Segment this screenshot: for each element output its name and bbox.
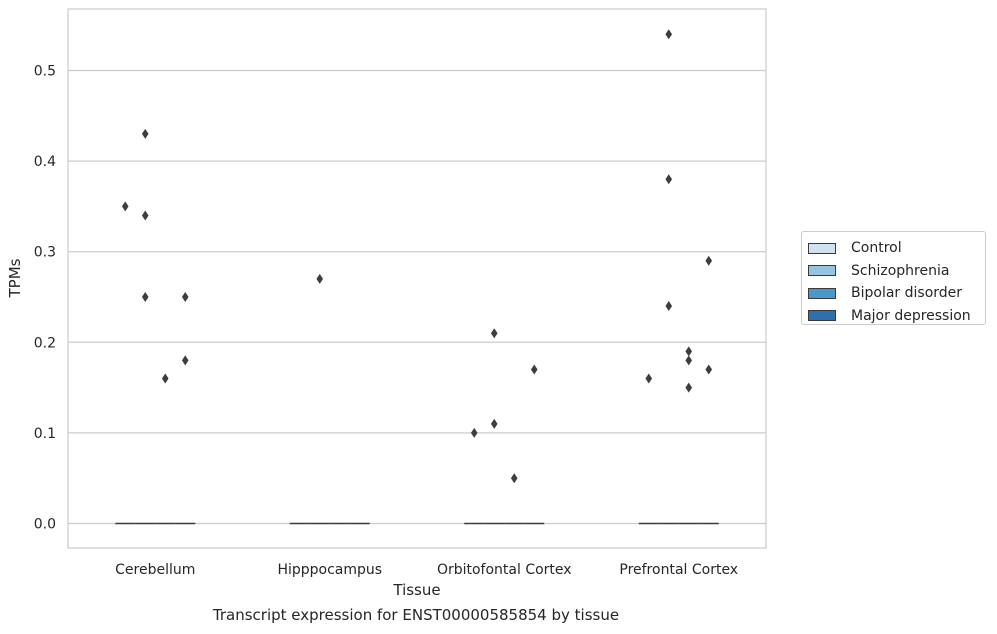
- legend-item-1: Schizophrenia: [808, 260, 985, 283]
- y-tick-label-1: 0.1: [34, 426, 56, 442]
- x-axis-title: Tissue: [392, 581, 440, 599]
- y-axis-title: TPMs: [6, 258, 24, 298]
- legend-item-2: Bipolar disorder: [808, 282, 985, 305]
- outlier-3-0-1: [181, 355, 189, 366]
- y-tick-label-0: 0.0: [34, 517, 56, 533]
- outlier-3-3-0: [705, 255, 713, 266]
- plot-frame: [67, 8, 767, 549]
- outlier-1-2-1: [490, 418, 498, 429]
- y-tick-label-5: 0.5: [34, 64, 56, 80]
- outlier-0-3-0: [645, 373, 653, 384]
- x-tick-label-2: Orbitofontal Cortex: [437, 562, 572, 578]
- x-tick-label-0: Cerebellum: [115, 562, 195, 578]
- y-tick-label-4: 0.4: [34, 154, 56, 170]
- legend-swatch-1: [808, 265, 836, 277]
- chart-caption: Transcript expression for ENST0000058585…: [212, 606, 620, 624]
- outlier-3-2-0: [530, 364, 538, 375]
- outlier-1-0-0: [141, 128, 149, 139]
- legend-item-0: Control: [808, 237, 985, 260]
- y-tick-labels: 0.0 0.1 0.2 0.3 0.4 0.5: [34, 64, 56, 533]
- outlier-2-3-0: [685, 346, 693, 357]
- x-tick-labels: Cerebellum Hipppocampus Orbitofontal Corte…: [115, 562, 738, 578]
- legend: Control Schizophrenia Bipolar disorder Majo…: [801, 231, 986, 325]
- outlier-2-2-0: [510, 473, 518, 484]
- legend-swatch-3: [808, 310, 836, 322]
- plot-background: [68, 9, 766, 548]
- outlier-3-3-1: [705, 364, 713, 375]
- legend-label-1: Schizophrenia: [851, 262, 950, 279]
- legend-label-2: Bipolar disorder: [851, 285, 963, 302]
- legend-label-0: Control: [851, 240, 902, 257]
- legend-label-3: Major depression: [851, 307, 971, 324]
- outlier-2-3-2: [685, 382, 693, 393]
- outlier-1-3-0: [665, 29, 673, 40]
- outlier-0-2-0: [470, 427, 478, 438]
- legend-swatch-2: [808, 287, 836, 299]
- legend-item-3: Major depression: [808, 305, 985, 328]
- legend-swatch-0: [808, 242, 836, 254]
- outlier-2-3-1: [685, 355, 693, 366]
- y-tick-label-2: 0.2: [34, 335, 56, 351]
- outlier-2-0-0: [161, 373, 169, 384]
- outlier-points: [121, 29, 713, 484]
- outlier-1-0-2: [141, 292, 149, 302]
- outlier-1-0-1: [141, 210, 149, 221]
- outlier-1-2-0: [490, 328, 498, 339]
- x-tick-label-3: Prefrontal Cortex: [619, 562, 738, 578]
- outlier-0-0-0: [121, 201, 129, 212]
- y-tick-label-3: 0.3: [34, 245, 56, 261]
- outlier-1-3-1: [665, 174, 673, 185]
- outlier-3-0-0: [181, 292, 189, 302]
- outlier-1-1-0: [316, 273, 324, 284]
- x-tick-label-1: Hipppocampus: [277, 562, 382, 578]
- outlier-1-3-2: [665, 301, 673, 312]
